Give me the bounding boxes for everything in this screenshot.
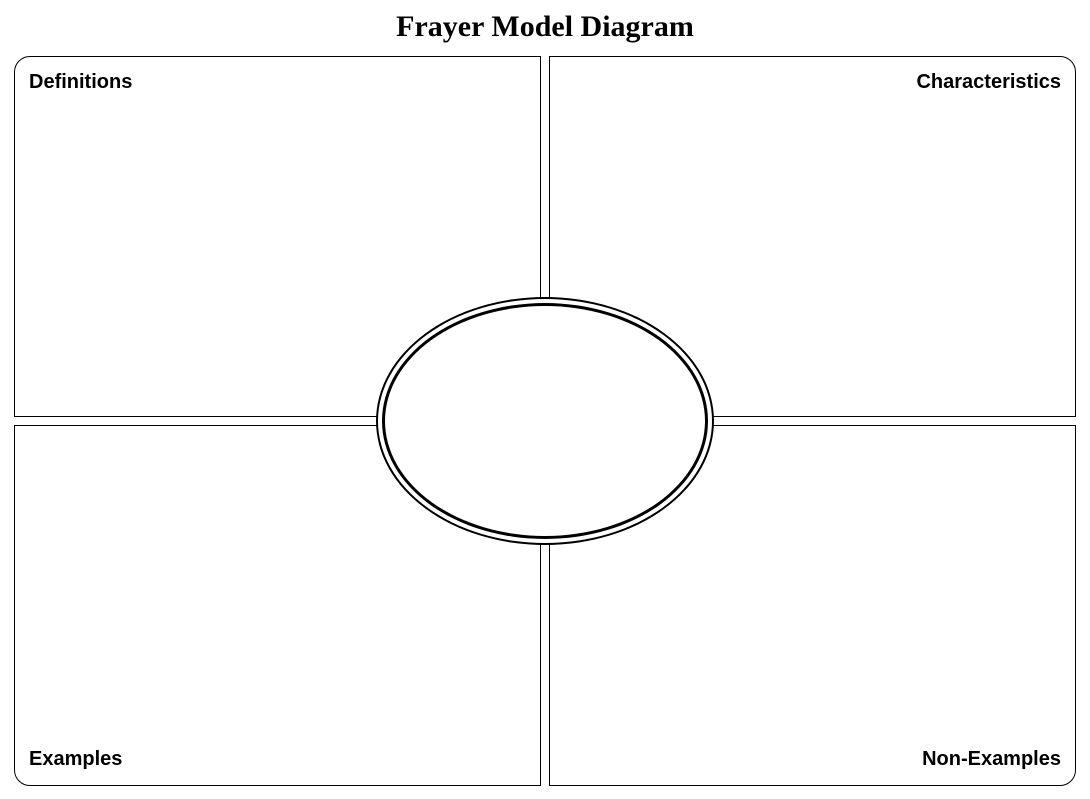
quadrant-characteristics-label: Characteristics: [916, 71, 1061, 94]
center-oval: [376, 297, 714, 545]
quadrant-definitions-label: Definitions: [29, 71, 132, 94]
quadrant-grid: Definitions Characteristics Examples Non…: [14, 56, 1076, 786]
center-oval-inner: [382, 303, 708, 539]
quadrant-non-examples-label: Non-Examples: [922, 748, 1061, 771]
diagram-title: Frayer Model Diagram: [0, 10, 1090, 44]
frayer-model-diagram: Frayer Model Diagram Definitions Charact…: [0, 0, 1090, 799]
quadrant-examples-label: Examples: [29, 748, 122, 771]
